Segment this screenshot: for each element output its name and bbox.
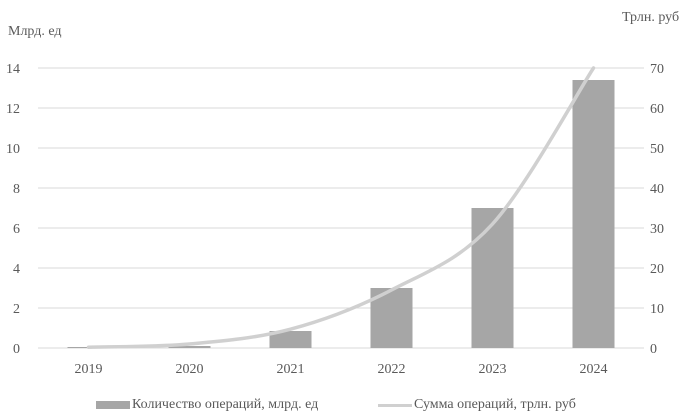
- y-left-tick-label: 2: [13, 302, 20, 317]
- x-tick-label: 2019: [75, 362, 103, 377]
- x-tick-label: 2022: [378, 362, 406, 377]
- y-right-tick-label: 20: [650, 262, 664, 277]
- y-right-tick-label: 30: [650, 222, 664, 237]
- x-tick-label: 2021: [277, 362, 305, 377]
- legend-item-sum: Сумма операций, трлн. руб: [378, 397, 576, 413]
- bar: [572, 80, 615, 348]
- y-left-tick-label: 4: [13, 262, 20, 277]
- y-left-tick-label: 10: [6, 142, 20, 157]
- y-axis-left-label: Млрд. ед: [8, 24, 62, 39]
- legend-item-count: Количество операций, млрд. ед: [96, 397, 318, 413]
- y-left-tick-label: 6: [13, 222, 20, 237]
- bar: [471, 208, 514, 348]
- bar: [269, 331, 312, 348]
- y-right-tick-label: 10: [650, 302, 664, 317]
- x-tick-label: 2024: [580, 362, 608, 377]
- series-line-sum: [86, 66, 596, 349]
- y-left-tick-label: 8: [13, 182, 20, 197]
- y-left-tick-label: 12: [6, 102, 20, 117]
- legend-swatch-bar: [96, 401, 130, 409]
- y-axis-right-label: Трлн. руб: [622, 10, 680, 25]
- legend: Количество операций, млрд. ед Сумма опер…: [0, 397, 689, 415]
- chart: 0 0 2 10 4 20 6 30 8 40 10 50 12 60 14 70 2019 2020 2021 20…: [6, 62, 664, 377]
- legend-swatch-line: [378, 403, 412, 407]
- legend-label-sum: Сумма операций, трлн. руб: [414, 397, 576, 412]
- x-tick-label: 2023: [479, 362, 507, 377]
- y-right-tick-label: 60: [650, 102, 664, 117]
- x-tick-label: 2020: [176, 362, 204, 377]
- y-left-tick-label: 0: [13, 342, 20, 357]
- y-left-tick-label: 14: [6, 62, 20, 77]
- y-right-tick-label: 70: [650, 62, 664, 77]
- y-right-tick-label: 50: [650, 142, 664, 157]
- y-right-tick-label: 40: [650, 182, 664, 197]
- bar: [168, 346, 211, 348]
- y-right-tick-label: 0: [650, 342, 657, 357]
- legend-label-count: Количество операций, млрд. ед: [132, 397, 319, 412]
